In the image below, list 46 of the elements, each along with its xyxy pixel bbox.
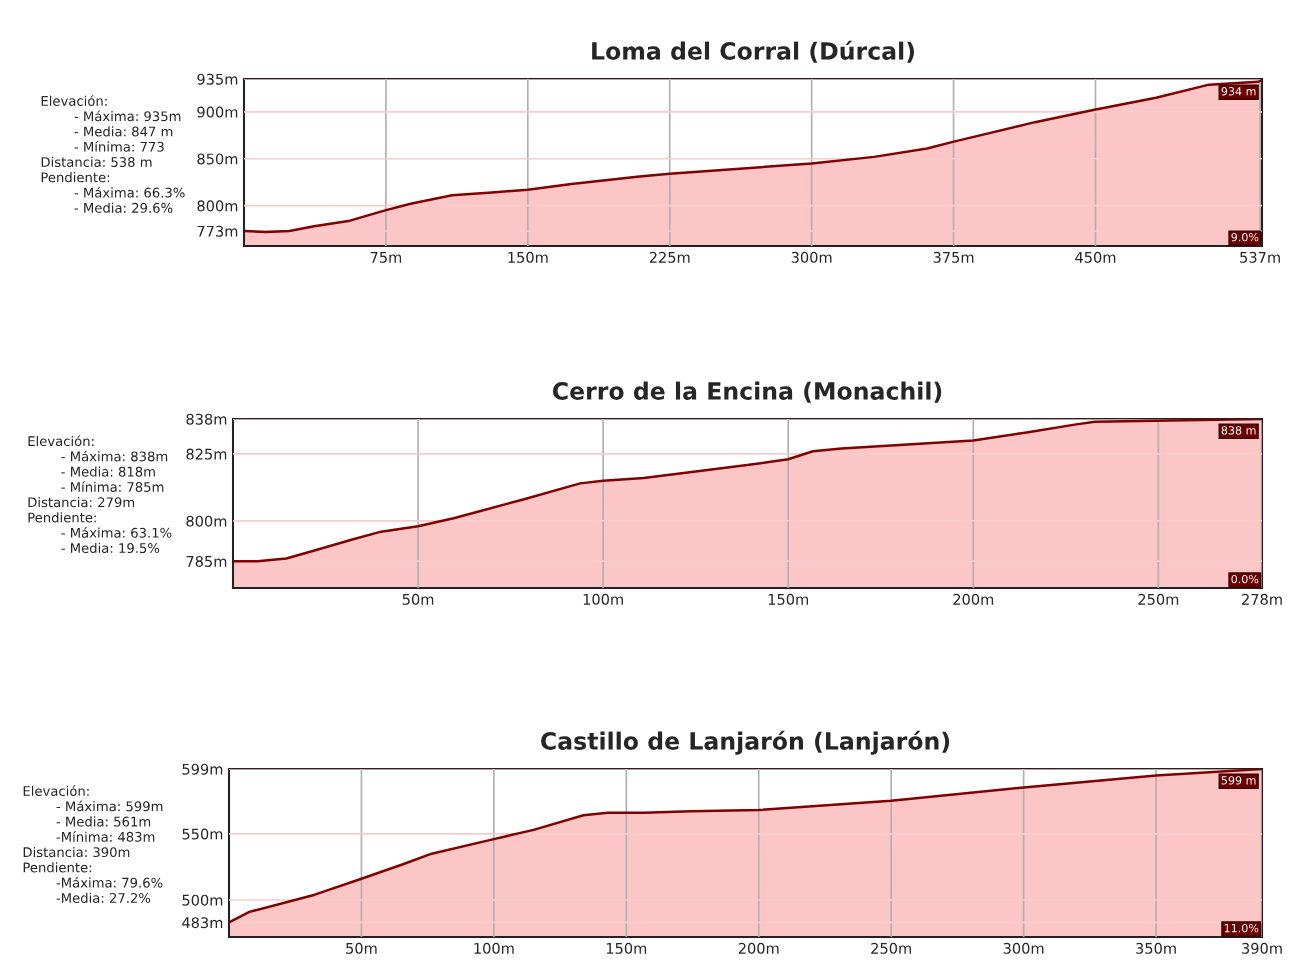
x-tick-label: 350m [1136,942,1176,954]
y-tick-label: 500m [182,894,223,906]
x-tick-label: 150m [768,593,808,605]
chart-title: Loma del Corral (Dúrcal) [592,40,914,63]
x-tick-label: 225m [649,251,690,263]
x-tick-label: 537m [1240,251,1280,263]
x-tick-label: 150m [606,942,647,954]
text: Elevación: - Máxima: 838m - Media: 818m - Mínima: 785m Distancia: 279m Pendiente: - Máxima: 63.1% - Media: 19.5% [28,435,172,554]
x-tick-label: 450m [1075,251,1116,263]
annotation: 838 m [1221,426,1256,435]
x-tick-label: 50m [402,593,434,605]
x-tick-label: 50m [346,942,377,954]
x-tick-label: 300m [1003,942,1044,954]
y-tick-label: 785m [186,555,227,567]
y-tick-label: 550m [182,828,223,840]
x-tick-label: 200m [953,593,994,605]
y-tick-label: 599m [182,763,223,775]
annotation: 9.0% [1231,232,1259,242]
annotation: 11.0% [1224,923,1259,933]
annotation: 934 m [1221,87,1256,96]
y-tick-label: 483m [182,917,223,929]
x-tick-label: 300m [791,251,832,263]
x-tick-label: 278m [1242,593,1282,605]
annotation: 0.0% [1231,574,1259,584]
y-tick-label: 850m [197,153,238,165]
text: Elevación: - Máxima: 599m - Media: 561m -Mínima: 483m Distancia: 390m Pendiente: -Máxima: 79.6% -Media: 27.2% [23,785,163,903]
y-tick-label: 800m [186,515,227,527]
x-tick-label: 100m [583,593,623,605]
chart-title: Castillo de Lanjarón (Lanjarón) [541,730,950,755]
x-tick-label: 100m [474,942,514,954]
chart-title: Cerro de la Encina (Monachil) [552,381,942,403]
x-tick-label: 375m [933,251,974,263]
y-tick-label: 825m [186,448,227,460]
y-tick-label: 773m [197,225,238,237]
x-tick-label: 75m [370,252,402,263]
text: Elevación: - Máxima: 935m - Media: 847 m - Mínima: 773 Distancia: 538 m Pendiente: - Máxima: 66.3% - Media: 29.6% [41,95,185,213]
x-tick-label: 250m [1138,593,1179,605]
x-tick-label: 150m [508,251,548,263]
y-tick-label: 900m [197,106,238,118]
y-tick-label: 838m [186,413,227,425]
y-tick-label: 935m [197,73,238,85]
y-tick-label: 800m [197,200,238,212]
x-tick-label: 200m [738,942,779,954]
annotation: 599 m [1221,776,1256,785]
x-tick-label: 250m [871,942,911,954]
x-tick-label: 390m [1242,942,1282,954]
